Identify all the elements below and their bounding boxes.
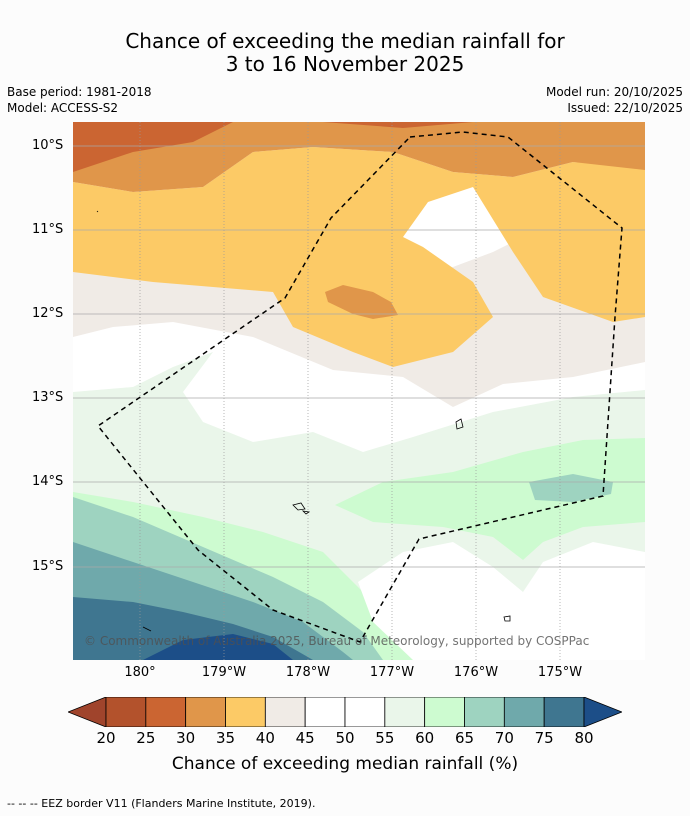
band-30-35 xyxy=(73,122,645,192)
colorbar-tick-label: 70 xyxy=(494,729,514,747)
colorbar-cell xyxy=(424,697,465,727)
band-80-plus xyxy=(143,634,293,660)
lon-label-179w: 179°W xyxy=(201,665,247,680)
colorbar-cell xyxy=(185,697,226,727)
latitude-gridlines xyxy=(73,145,645,568)
map-credit: © Commonwealth of Australia 2025, Bureau… xyxy=(84,634,590,648)
colorbar-tick-label: 60 xyxy=(415,729,435,747)
lon-label-177w: 177°W xyxy=(369,665,415,680)
meta-left: Base period: 1981-2018 Model: ACCESS-S2 xyxy=(7,84,152,116)
lat-label-12s: 12°S xyxy=(32,306,64,321)
band-65-70-blob xyxy=(529,474,613,502)
map-panel xyxy=(73,122,645,660)
colorbar-label: Chance of exceeding median rainfall (%) xyxy=(171,754,519,774)
lat-label-13s: 13°S xyxy=(32,390,64,405)
chart-title: Chance of exceeding the median rainfall … xyxy=(0,30,690,76)
lat-label-14s: 14°S xyxy=(32,474,64,489)
colorbar-cell xyxy=(543,697,585,727)
band-60-65-east xyxy=(335,438,645,560)
lon-label-176w: 176°W xyxy=(453,665,499,680)
band-25-30-top xyxy=(323,122,473,128)
colorbar-tick-label: 80 xyxy=(574,729,594,747)
colorbar-tick-label: 25 xyxy=(136,729,156,747)
colorbar-extend-high xyxy=(583,697,622,727)
colorbar-tick-label: 55 xyxy=(375,729,395,747)
colorbar-cell xyxy=(384,697,426,727)
colorbar-cell xyxy=(503,697,545,727)
colorbar-cell xyxy=(225,697,266,727)
lat-label-10s: 10°S xyxy=(32,138,64,153)
colorbar-cell xyxy=(264,697,306,727)
map-svg xyxy=(73,122,645,660)
colorbar-tick-label: 65 xyxy=(454,729,475,747)
band-30-35-blob xyxy=(325,285,398,319)
colorbar-tick-label: 35 xyxy=(215,729,236,747)
island-outline xyxy=(96,210,511,632)
colorbar xyxy=(68,697,622,727)
lon-label-175w: 175°W xyxy=(537,665,583,680)
colorbar-extend-low xyxy=(68,697,107,727)
lat-label-15s: 15°S xyxy=(32,559,64,574)
base-period: Base period: 1981-2018 xyxy=(7,85,152,99)
colorbar-cell xyxy=(105,697,147,727)
colorbar-cell xyxy=(304,697,346,727)
title-line-2: 3 to 16 November 2025 xyxy=(225,52,465,76)
colorbar-tick-label: 45 xyxy=(295,729,315,747)
colorbar-cell xyxy=(344,697,386,727)
colorbar-tick-label: 40 xyxy=(255,729,275,747)
band-25-30 xyxy=(73,122,233,172)
lon-label-178w: 178°W xyxy=(285,665,331,680)
band-50-55-south xyxy=(358,542,645,660)
eez-legend-footer: -- -- -- EEZ border V11 (Flanders Marine… xyxy=(7,797,316,810)
model-name: Model: ACCESS-S2 xyxy=(7,101,119,115)
meta-right: Model run: 20/10/2025 Issued: 22/10/2025 xyxy=(546,84,683,116)
colorbar-cell xyxy=(145,697,187,727)
colorbar-tick-label: 20 xyxy=(96,729,116,747)
colorbar-cell xyxy=(464,697,505,727)
lat-label-11s: 11°S xyxy=(32,222,64,237)
lon-label-180: 180° xyxy=(124,665,156,680)
colorbar-tick-label: 50 xyxy=(335,729,355,747)
model-run: Model run: 20/10/2025 xyxy=(545,85,683,99)
title-line-1: Chance of exceeding the median rainfall … xyxy=(125,29,565,53)
colorbar-cells xyxy=(68,697,622,727)
band-35-40 xyxy=(73,147,645,367)
issued-date: Issued: 22/10/2025 xyxy=(567,101,683,115)
colorbar-tick-label: 75 xyxy=(534,729,554,747)
colorbar-tick-label: 30 xyxy=(176,729,196,747)
